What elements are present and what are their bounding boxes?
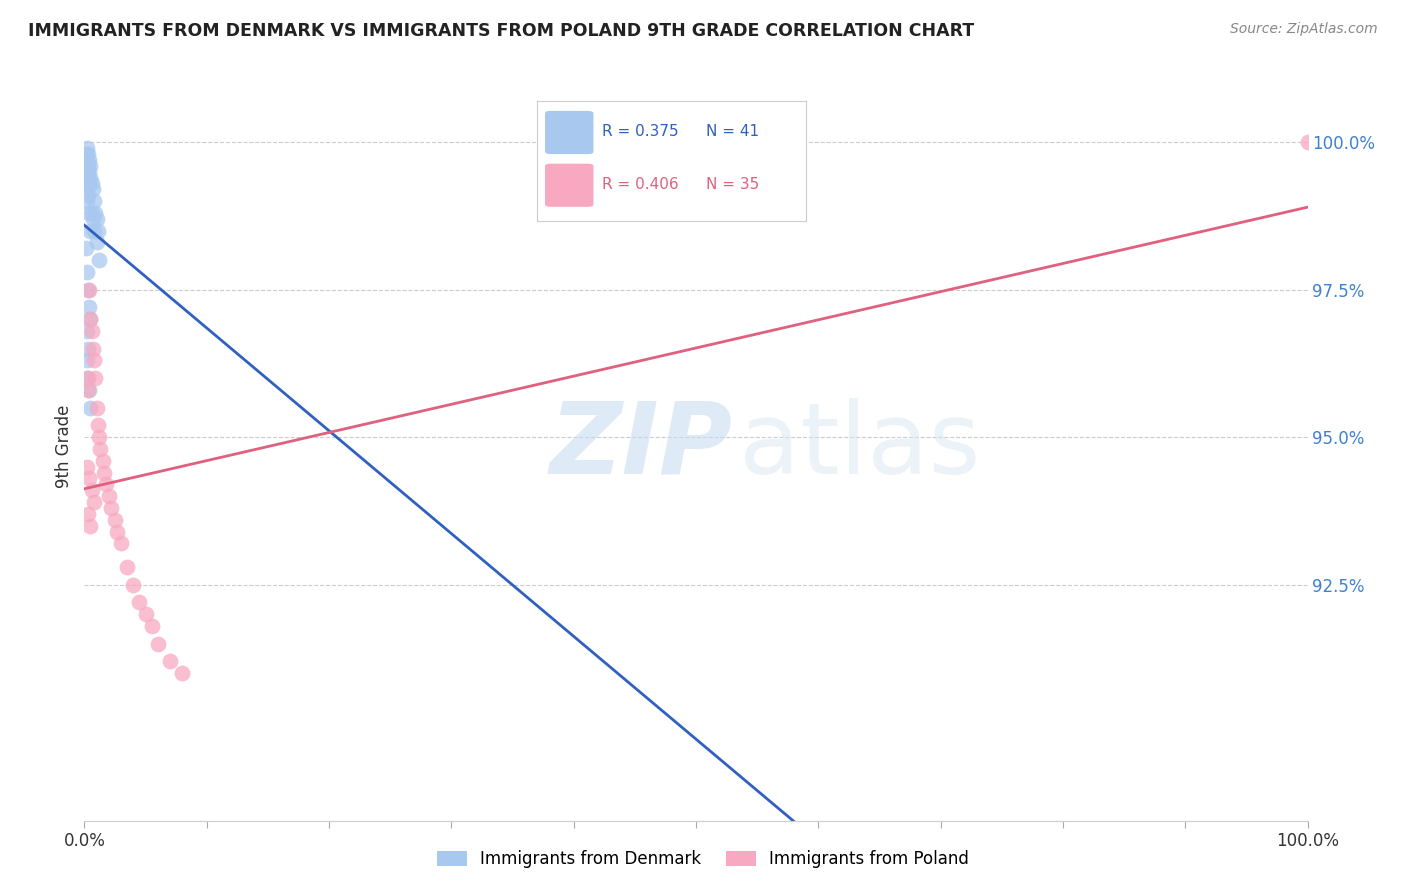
Point xyxy=(77,371,100,385)
Point xyxy=(128,595,150,609)
Point xyxy=(77,383,100,397)
Point xyxy=(79,312,101,326)
Point xyxy=(80,324,103,338)
Point xyxy=(146,637,169,651)
Point xyxy=(82,211,104,226)
Point xyxy=(135,607,157,622)
Point xyxy=(84,371,107,385)
Point xyxy=(159,654,181,668)
Point xyxy=(96,477,118,491)
Point xyxy=(76,194,98,209)
Point xyxy=(84,206,107,220)
Point xyxy=(77,206,100,220)
Text: Source: ZipAtlas.com: Source: ZipAtlas.com xyxy=(1230,22,1378,37)
Point xyxy=(79,224,101,238)
Point xyxy=(77,147,100,161)
Point xyxy=(89,442,111,456)
Text: ZIP: ZIP xyxy=(550,398,733,494)
Point xyxy=(75,177,97,191)
Point xyxy=(83,495,105,509)
Point xyxy=(75,147,97,161)
Point xyxy=(105,524,128,539)
Point xyxy=(79,518,101,533)
Point xyxy=(76,141,98,155)
Point xyxy=(87,253,110,268)
Point xyxy=(77,342,100,356)
Point xyxy=(115,560,138,574)
Point xyxy=(87,430,110,444)
Point xyxy=(79,170,101,185)
Point xyxy=(172,666,194,681)
Legend: Immigrants from Denmark, Immigrants from Poland: Immigrants from Denmark, Immigrants from… xyxy=(430,844,976,875)
Point xyxy=(1296,135,1319,149)
Point xyxy=(97,489,120,503)
Point xyxy=(93,466,115,480)
Point xyxy=(87,418,110,433)
Point xyxy=(76,265,98,279)
Point xyxy=(79,159,101,173)
Point xyxy=(75,241,97,255)
Point xyxy=(77,170,100,185)
Point xyxy=(83,194,105,209)
Point xyxy=(141,619,163,633)
Point xyxy=(86,235,108,250)
Text: atlas: atlas xyxy=(738,398,980,494)
Point xyxy=(76,164,98,178)
Point xyxy=(82,342,104,356)
Text: IMMIGRANTS FROM DENMARK VS IMMIGRANTS FROM POLAND 9TH GRADE CORRELATION CHART: IMMIGRANTS FROM DENMARK VS IMMIGRANTS FR… xyxy=(28,22,974,40)
Point xyxy=(77,383,100,397)
Point xyxy=(77,283,100,297)
Point xyxy=(76,153,98,167)
Point xyxy=(83,224,105,238)
Point xyxy=(76,324,98,338)
Point xyxy=(110,536,132,550)
Point xyxy=(76,459,98,474)
Point xyxy=(79,312,101,326)
Point xyxy=(75,159,97,173)
Point xyxy=(87,224,110,238)
Point xyxy=(86,401,108,415)
Point xyxy=(77,507,100,521)
Point xyxy=(77,159,100,173)
Point xyxy=(83,353,105,368)
Point xyxy=(77,177,100,191)
Point xyxy=(77,283,100,297)
Point xyxy=(104,513,127,527)
Point xyxy=(86,211,108,226)
Point xyxy=(80,483,103,498)
Y-axis label: 9th Grade: 9th Grade xyxy=(55,404,73,488)
Point xyxy=(82,182,104,196)
Point xyxy=(80,177,103,191)
Point xyxy=(77,471,100,485)
Point xyxy=(100,500,122,515)
Point xyxy=(77,164,100,178)
Point xyxy=(76,371,98,385)
Point xyxy=(122,577,145,591)
Point xyxy=(79,401,101,415)
Point xyxy=(76,182,98,196)
Point xyxy=(80,206,103,220)
Point xyxy=(77,301,100,315)
Point xyxy=(76,353,98,368)
Point xyxy=(77,188,100,202)
Point xyxy=(91,454,114,468)
Point xyxy=(77,153,100,167)
